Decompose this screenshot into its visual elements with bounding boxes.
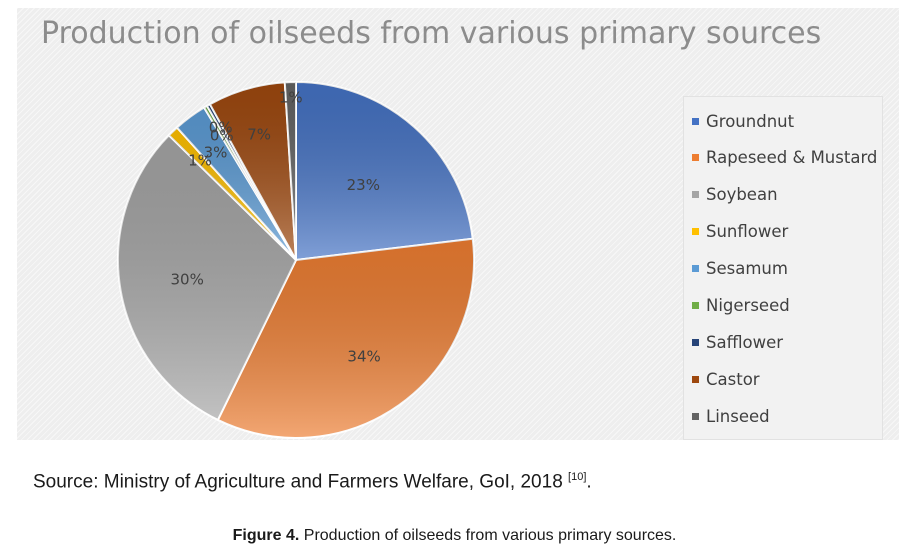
legend-item-linseed: Linseed (692, 405, 770, 427)
legend-label: Safflower (706, 332, 784, 352)
legend-item-rapeseed-mustard: Rapeseed & Mustard (692, 147, 877, 169)
figure-caption: Figure 4. Production of oilseeds from va… (0, 527, 909, 545)
pie-slice-shading-groundnut (296, 82, 473, 260)
legend-label: Soybean (706, 185, 778, 205)
source-note: Source: Ministry of Agriculture and Farm… (33, 471, 592, 493)
legend-label: Sunflower (706, 222, 789, 242)
legend-item-soybean: Soybean (692, 184, 778, 206)
pie-slice-shading-linseed (284, 81, 296, 260)
legend-swatch (692, 228, 699, 236)
legend-item-nigerseed: Nigerseed (692, 295, 790, 317)
data-label-rapeseed-mustard: 34% (347, 348, 380, 366)
data-label-castor: 7% (247, 126, 271, 144)
legend-label: Groundnut (706, 111, 795, 131)
legend-swatch (692, 265, 699, 273)
pie-slice-shading-soybean (117, 135, 296, 420)
figure-caption-text: Production of oilseeds from various prim… (303, 527, 677, 544)
legend-swatch (692, 375, 699, 383)
pie-data-labels: 23%34%30%1%3%0%0% 7%1% (171, 88, 381, 365)
data-label-groundnut: 23% (347, 176, 380, 194)
pie-slice-shading-sunflower (168, 127, 296, 260)
data-label-safflower: 0% (209, 119, 233, 137)
legend-label: Sesamum (706, 259, 788, 279)
data-label-sunflower: 1% (188, 152, 212, 170)
legend-item-groundnut: Groundnut (692, 110, 794, 132)
legend-item-sunflower: Sunflower (692, 221, 788, 243)
legend-label: Linseed (706, 406, 770, 426)
pie-slice-shading-castor (209, 82, 296, 260)
pie-slice-shading-rapeseed-mustard (217, 238, 474, 438)
legend-swatch (692, 338, 699, 346)
legend-item-sesamum: Sesamum (692, 258, 788, 280)
source-reference: [10] (568, 471, 587, 483)
source-period: . (586, 471, 592, 493)
data-label-soybean: 30% (171, 271, 204, 289)
data-label-sesamum: 3% (204, 143, 228, 161)
legend-swatch (692, 302, 699, 309)
legend-swatch (692, 191, 699, 199)
figure-label: Figure 4. (232, 527, 300, 544)
pie-slice-shading-sesamum (177, 107, 296, 260)
chart-title: Production of oilseeds from various prim… (41, 16, 822, 51)
legend-label: Rapeseed & Mustard (706, 148, 878, 168)
pie-chart: 23%34%30%1%3%0%0% 7%1% (117, 80, 475, 439)
chart-panel: Production of oilseeds from various prim… (17, 8, 899, 440)
legend-item-safflower: Safflower (692, 331, 783, 353)
pie-slices (117, 80, 475, 439)
legend-label: Castor (706, 369, 760, 389)
legend-item-castor: Castor (692, 368, 760, 390)
legend-swatch (692, 154, 699, 162)
legend: Groundnut Rapeseed & Mustard Soybean Sunflo… (683, 96, 883, 440)
data-label-linseed: 1% (279, 88, 303, 106)
data-label-nigerseed: 0% (210, 126, 234, 144)
legend-swatch (692, 117, 699, 125)
legend-swatch (692, 412, 699, 420)
source-text: Source: Ministry of Agriculture and Farm… (33, 471, 563, 493)
legend-label: Nigerseed (706, 296, 790, 315)
